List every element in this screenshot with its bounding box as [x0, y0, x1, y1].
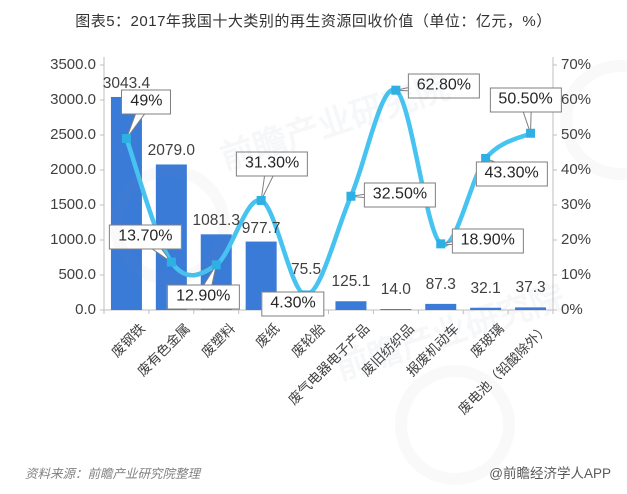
line-data-callout: 13.70% [109, 224, 182, 250]
line-marker [121, 134, 131, 143]
bar-value-label: 14.0 [380, 281, 411, 299]
bar-value-label: 977.7 [241, 219, 281, 237]
left-axis-tick-label: 3000.0 [50, 91, 96, 108]
chart-title: 图表5：2017年我国十大类别的再生资源回收价值（单位：亿元，%） [75, 13, 552, 30]
line-data-callout: 18.90% [451, 228, 524, 254]
line-marker [211, 260, 221, 270]
line-data-callout: 62.80% [407, 73, 480, 99]
bar-value-label: 37.3 [515, 279, 546, 297]
bar-value-label: 87.3 [425, 275, 456, 293]
bar [335, 301, 367, 310]
source-note: 资料来源：前瞻产业研究院整理 [25, 467, 201, 481]
bar-value-label: 125.1 [331, 273, 371, 291]
left-axis-tick-label: 2500.0 [50, 126, 96, 143]
line-marker [346, 191, 356, 201]
line-data-callout: 43.30% [475, 161, 548, 187]
bar-value-label: 75.5 [290, 260, 322, 278]
line-data-callout: 49% [121, 89, 172, 114]
right-axis-tick-label: 70% [561, 56, 592, 73]
left-axis-tick-label: 2000.0 [50, 161, 96, 178]
right-axis-tick-label: 40% [561, 161, 592, 178]
bar [380, 309, 412, 310]
line-marker [481, 153, 491, 163]
bar-value-label: 32.1 [470, 279, 501, 297]
line-marker [166, 257, 176, 267]
left-axis-tick-label: 3500.0 [50, 56, 96, 73]
right-axis-tick-label: 60% [561, 91, 592, 108]
line-data-callout: 4.30% [261, 291, 325, 317]
bar [515, 307, 547, 310]
right-axis-tick-label: 30% [561, 196, 592, 213]
bar [425, 303, 457, 310]
bar [470, 307, 502, 310]
left-axis-tick-label: 0.0 [75, 301, 96, 318]
growth-line [124, 87, 533, 298]
bar [110, 96, 142, 310]
right-axis-tick-label: 0% [561, 301, 583, 318]
line-data-callout: 50.50% [489, 87, 562, 113]
left-axis-tick-label: 1000.0 [50, 231, 96, 248]
right-axis-tick-label: 50% [561, 126, 592, 143]
bar-value-label: 2079.0 [147, 142, 196, 160]
line-data-callout: 12.90% [167, 284, 240, 310]
right-axis-tick-label: 20% [561, 231, 592, 248]
line-marker [526, 128, 536, 138]
line-data-callout: 32.50% [363, 182, 437, 208]
right-axis-tick-label: 10% [561, 266, 592, 283]
line-marker [436, 239, 446, 249]
bar-value-label: 1081.3 [192, 212, 240, 230]
line-data-callout: 31.30% [236, 151, 309, 177]
line-marker [391, 85, 401, 95]
line-marker [256, 195, 266, 205]
left-axis-tick-label: 500.0 [58, 266, 96, 283]
bar-value-label: 3043.4 [102, 74, 151, 92]
left-axis-tick-label: 1500.0 [50, 196, 96, 213]
brand-credit: @前瞻经济学人APP [489, 466, 611, 481]
